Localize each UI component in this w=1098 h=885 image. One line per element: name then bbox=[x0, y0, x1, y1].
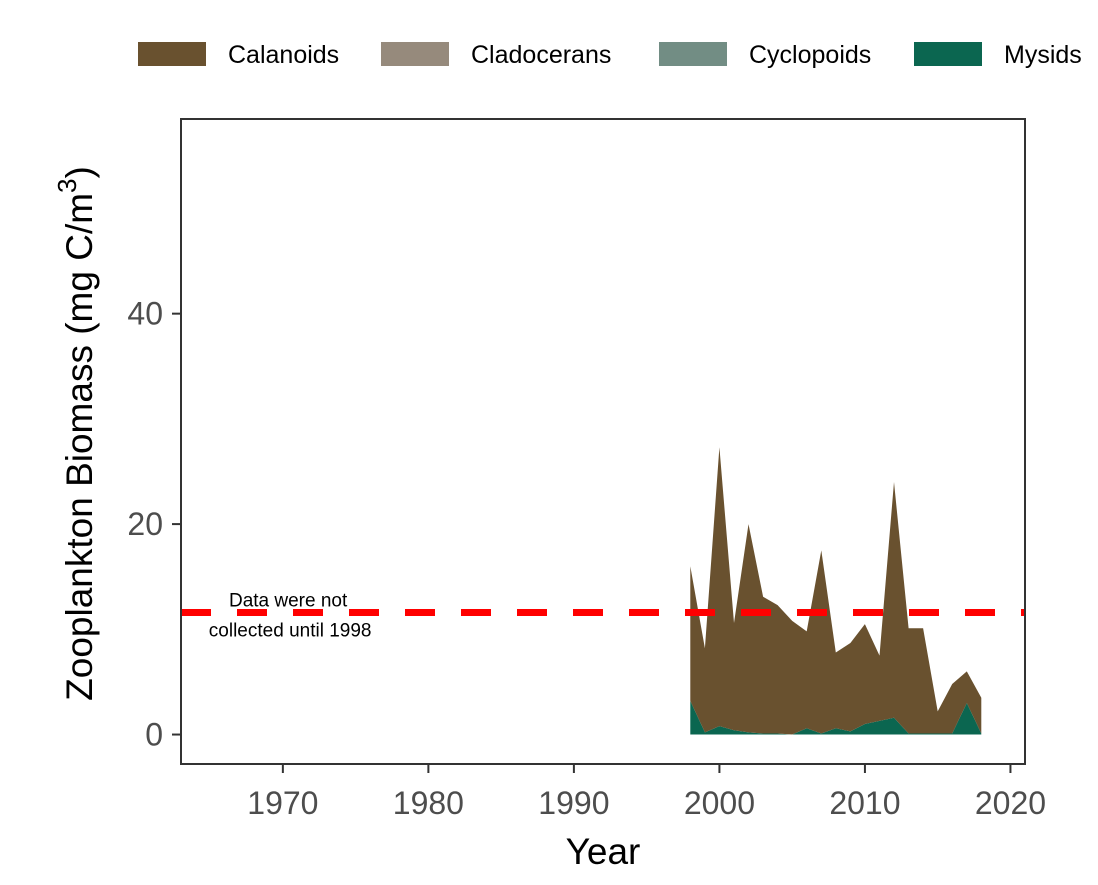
annotation: Data were not collected until 1998 bbox=[209, 590, 372, 641]
y-tick-label: 20 bbox=[127, 506, 163, 542]
x-axis: 1970 1980 1990 2000 2010 2020 bbox=[247, 764, 1046, 821]
x-tick-label: 2000 bbox=[684, 785, 755, 821]
legend-item-cladocerans: Cladocerans bbox=[381, 41, 611, 69]
legend-key bbox=[381, 42, 449, 66]
legend-label: Calanoids bbox=[228, 41, 339, 69]
annotation-line: collected until 1998 bbox=[209, 620, 372, 641]
area-calanoids bbox=[690, 447, 982, 735]
legend-label: Cladocerans bbox=[471, 41, 611, 69]
plot-panel-border bbox=[180, 118, 1026, 765]
plot-areas bbox=[690, 447, 982, 735]
x-tick-label: 2020 bbox=[975, 785, 1046, 821]
y-axis-title: Zooplankton Biomass (mg C/m3) bbox=[52, 166, 100, 701]
legend-item-mysids: Mysids bbox=[914, 41, 1082, 69]
legend-item-cyclopoids: Cyclopoids bbox=[659, 41, 871, 69]
y-axis-title-superscript: 3 bbox=[52, 178, 82, 192]
y-axis: 0 20 40 bbox=[127, 296, 181, 753]
annotation-text: Data were not collected until 1998 bbox=[209, 590, 372, 641]
area-mysids bbox=[690, 700, 982, 735]
legend-key bbox=[914, 42, 982, 66]
y-axis-title-main: Zooplankton Biomass (mg C/m bbox=[59, 193, 100, 701]
legend-label: Cyclopoids bbox=[749, 41, 871, 69]
y-tick-label: 40 bbox=[127, 296, 163, 332]
x-tick-label: 1970 bbox=[247, 785, 318, 821]
legend-label: Mysids bbox=[1004, 41, 1082, 69]
legend: Calanoids Cladocerans Cyclopoids Mysids bbox=[138, 41, 1082, 69]
x-tick-label: 1990 bbox=[538, 785, 609, 821]
annotation-line: Data were not bbox=[229, 590, 348, 611]
legend-item-calanoids: Calanoids bbox=[138, 41, 339, 69]
legend-key bbox=[659, 42, 727, 66]
y-tick-label: 0 bbox=[145, 717, 163, 753]
x-tick-label: 2010 bbox=[829, 785, 900, 821]
legend-key bbox=[138, 42, 206, 66]
x-tick-label: 1980 bbox=[393, 785, 464, 821]
y-axis-title-close: ) bbox=[59, 166, 100, 178]
x-axis-title: Year bbox=[566, 831, 641, 872]
